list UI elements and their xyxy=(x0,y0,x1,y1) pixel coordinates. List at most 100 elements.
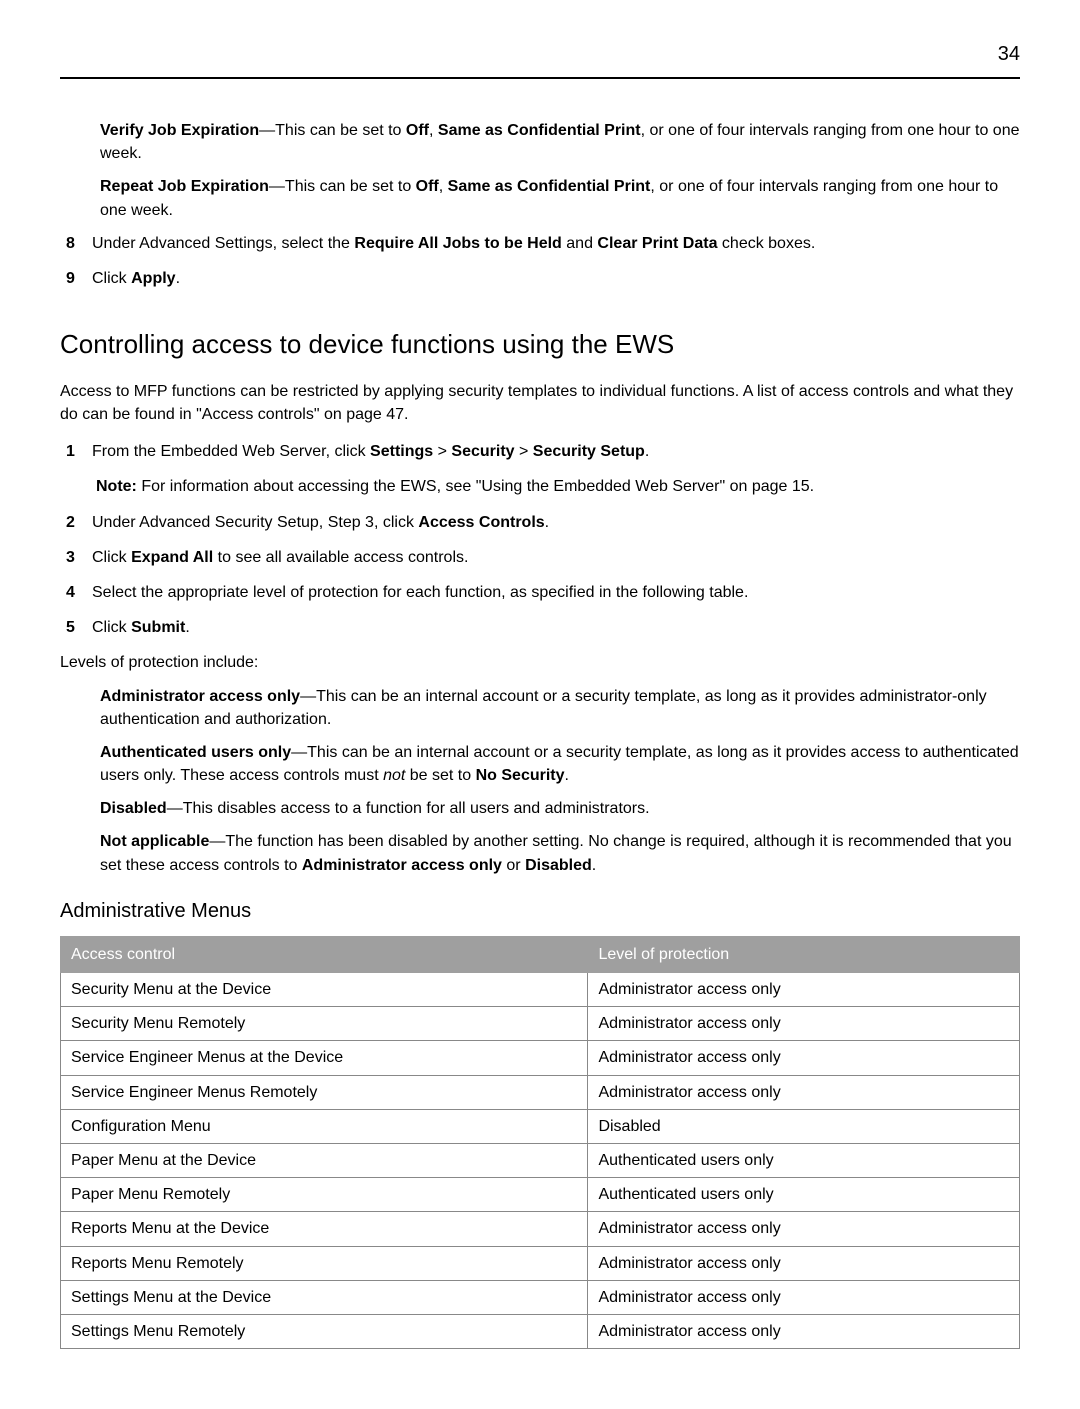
level-text: . xyxy=(592,857,596,874)
cell-access-control: Reports Menu at the Device xyxy=(61,1212,588,1246)
th-level: Level of protection xyxy=(588,936,1020,972)
level-text: . xyxy=(565,767,569,784)
step-body: Click Apply. xyxy=(92,267,1020,290)
bullet-val: Same as Confidential Print xyxy=(448,178,651,195)
step-body: From the Embedded Web Server, click Sett… xyxy=(92,440,1020,463)
step-number: 8 xyxy=(66,232,92,255)
step-4: 4 Select the appropriate level of protec… xyxy=(66,581,1020,604)
table-row: Reports Menu at the DeviceAdministrator … xyxy=(61,1212,1020,1246)
note-text: For information about accessing the EWS,… xyxy=(141,478,814,495)
levels-intro: Levels of protection include: xyxy=(60,651,1020,674)
level-lead: Authenticated users only xyxy=(100,744,291,761)
level-lead: Disabled xyxy=(100,800,167,817)
section-heading: Controlling access to device functions u… xyxy=(60,326,1020,364)
table-row: Reports Menu RemotelyAdministrator acces… xyxy=(61,1246,1020,1280)
table-row: Configuration MenuDisabled xyxy=(61,1109,1020,1143)
level-emph: not xyxy=(383,767,405,784)
note-label: Note: xyxy=(96,478,141,495)
verify-expiration-bullet: Verify Job Expiration—This can be set to… xyxy=(100,119,1020,165)
cell-level: Administrator access only xyxy=(588,973,1020,1007)
bullet-text: , xyxy=(439,178,448,195)
step-2: 2 Under Advanced Security Setup, Step 3,… xyxy=(66,511,1020,534)
step-text: . xyxy=(645,443,649,460)
table-row: Security Menu RemotelyAdministrator acce… xyxy=(61,1007,1020,1041)
page-number: 34 xyxy=(60,40,1020,69)
step-body: Click Submit. xyxy=(92,616,1020,639)
level-text: be set to xyxy=(405,767,475,784)
level-admin-only: Administrator access only—This can be an… xyxy=(100,685,1020,731)
cell-level: Disabled xyxy=(588,1109,1020,1143)
cell-level: Administrator access only xyxy=(588,1246,1020,1280)
bullet-val: Off xyxy=(416,178,439,195)
step-bold: Submit xyxy=(131,619,185,636)
step-text: . xyxy=(176,270,180,287)
step-8: 8 Under Advanced Settings, select the Re… xyxy=(66,232,1020,255)
step-text: check boxes. xyxy=(717,235,815,252)
cell-level: Authenticated users only xyxy=(588,1178,1020,1212)
step-text: > xyxy=(515,443,533,460)
bullet-text: —This can be set to xyxy=(269,178,416,195)
step-3: 3 Click Expand All to see all available … xyxy=(66,546,1020,569)
step-text: and xyxy=(562,235,598,252)
step-text: Click xyxy=(92,270,131,287)
bullet-lead: Repeat Job Expiration xyxy=(100,178,269,195)
cell-access-control: Settings Menu at the Device xyxy=(61,1280,588,1314)
table-row: Service Engineer Menus at the DeviceAdmi… xyxy=(61,1041,1020,1075)
cell-level: Administrator access only xyxy=(588,1212,1020,1246)
th-access-control: Access control xyxy=(61,936,588,972)
cell-level: Administrator access only xyxy=(588,1041,1020,1075)
bullet-text: , xyxy=(429,122,438,139)
table-row: Settings Menu RemotelyAdministrator acce… xyxy=(61,1314,1020,1348)
cell-access-control: Service Engineer Menus at the Device xyxy=(61,1041,588,1075)
level-auth-users: Authenticated users only—This can be an … xyxy=(100,741,1020,787)
cell-access-control: Security Menu at the Device xyxy=(61,973,588,1007)
header-rule xyxy=(60,77,1020,79)
cell-level: Administrator access only xyxy=(588,1007,1020,1041)
table-row: Service Engineer Menus RemotelyAdministr… xyxy=(61,1075,1020,1109)
step-bold: Security Setup xyxy=(533,443,645,460)
cell-level: Administrator access only xyxy=(588,1075,1020,1109)
step-5: 5 Click Submit. xyxy=(66,616,1020,639)
level-disabled: Disabled—This disables access to a funct… xyxy=(100,797,1020,820)
step-9: 9 Click Apply. xyxy=(66,267,1020,290)
step-text: . xyxy=(545,514,549,531)
table-row: Settings Menu at the DeviceAdministrator… xyxy=(61,1280,1020,1314)
level-bold: No Security xyxy=(476,767,565,784)
step-number: 2 xyxy=(66,511,92,534)
cell-access-control: Reports Menu Remotely xyxy=(61,1246,588,1280)
table-heading: Administrative Menus xyxy=(60,897,1020,926)
step-text: . xyxy=(185,619,189,636)
step-text: > xyxy=(433,443,451,460)
cell-level: Administrator access only xyxy=(588,1314,1020,1348)
step-text: Click xyxy=(92,549,131,566)
step-bold: Apply xyxy=(131,270,175,287)
step-body: Under Advanced Settings, select the Requ… xyxy=(92,232,1020,255)
step-bold: Access Controls xyxy=(418,514,544,531)
table-header-row: Access control Level of protection xyxy=(61,936,1020,972)
cell-access-control: Service Engineer Menus Remotely xyxy=(61,1075,588,1109)
step-1: 1 From the Embedded Web Server, click Se… xyxy=(66,440,1020,463)
step-number: 3 xyxy=(66,546,92,569)
step-number: 1 xyxy=(66,440,92,463)
step-text: Click xyxy=(92,619,131,636)
cell-level: Authenticated users only xyxy=(588,1143,1020,1177)
level-bold: Administrator access only xyxy=(302,857,502,874)
step-body: Under Advanced Security Setup, Step 3, c… xyxy=(92,511,1020,534)
level-na: Not applicable—The function has been dis… xyxy=(100,830,1020,876)
table-row: Paper Menu RemotelyAuthenticated users o… xyxy=(61,1178,1020,1212)
table-row: Security Menu at the DeviceAdministrator… xyxy=(61,973,1020,1007)
bullet-val: Same as Confidential Print xyxy=(438,122,641,139)
step-bold: Settings xyxy=(370,443,433,460)
cell-level: Administrator access only xyxy=(588,1280,1020,1314)
step-number: 9 xyxy=(66,267,92,290)
level-lead: Not applicable xyxy=(100,833,209,850)
step-bold: Clear Print Data xyxy=(597,235,717,252)
intro-paragraph: Access to MFP functions can be restricte… xyxy=(60,380,1020,426)
step-text: Under Advanced Security Setup, Step 3, c… xyxy=(92,514,418,531)
step-text: Under Advanced Settings, select the xyxy=(92,235,354,252)
repeat-expiration-bullet: Repeat Job Expiration—This can be set to… xyxy=(100,175,1020,221)
bullet-val: Off xyxy=(406,122,429,139)
cell-access-control: Settings Menu Remotely xyxy=(61,1314,588,1348)
level-lead: Administrator access only xyxy=(100,688,300,705)
step-number: 5 xyxy=(66,616,92,639)
